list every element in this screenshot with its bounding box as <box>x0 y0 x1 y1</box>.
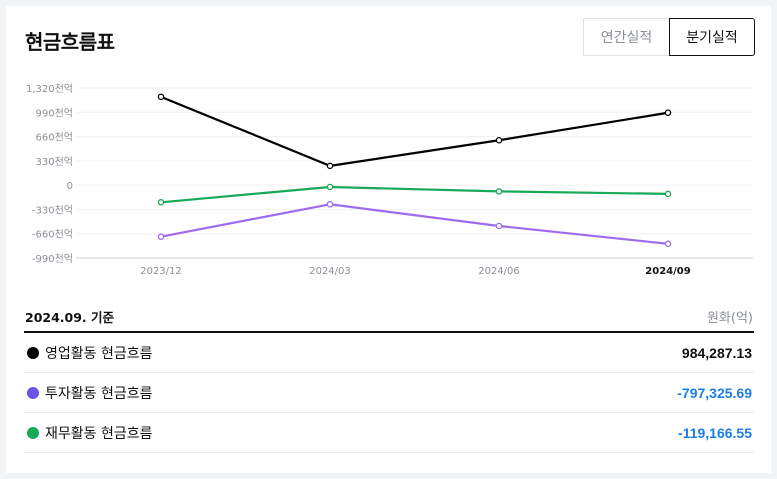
y-tick-label: 0 <box>67 181 73 192</box>
y-tick-label: -660천억 <box>32 229 73 241</box>
y-tick-label: 990천억 <box>36 107 74 119</box>
y-tick-label: 1,320천억 <box>26 83 73 95</box>
cash-flow-line-chart: 1,320천억 990천억 660천억 330천억 0 -330천억 -660천억 -990천… <box>26 83 753 277</box>
legend-dot-financing <box>27 426 39 439</box>
legend-dot-investing <box>27 386 39 399</box>
data-point-operating <box>326 162 334 170</box>
series-points <box>157 93 672 248</box>
y-tick-label: 660천억 <box>36 132 74 144</box>
currency-unit: 원화(억) <box>706 311 753 326</box>
period-toggle: 연간실적 분기실적 <box>583 18 755 56</box>
row-label: 투자활동 현금흐름 <box>45 385 153 402</box>
series-line-financing <box>160 185 669 204</box>
data-point-operating <box>495 137 503 144</box>
y-tick-label: -990천억 <box>32 253 73 265</box>
row-value: 984,287.13 <box>681 344 752 361</box>
y-tick-label: -330천억 <box>32 204 73 216</box>
y-tick-label: 330천억 <box>36 156 74 168</box>
data-point-investing <box>157 233 165 240</box>
data-point-operating <box>157 93 165 101</box>
table-row-operating: 영업활동 현금흐름 984,287.13 <box>24 333 754 373</box>
row-label: 영업활동 현금흐름 <box>45 345 153 362</box>
x-tick-label: 2024/03 <box>309 266 351 277</box>
data-point-investing <box>326 201 334 208</box>
data-point-financing <box>664 190 672 198</box>
x-tick-label: 2024/09 <box>645 266 690 277</box>
cash-flow-summary: 영업활동 현금흐름 984,287.13 투자활동 현금흐름 -797,325.… <box>24 331 754 453</box>
table-row-investing: 투자활동 현금흐름 -797,325.69 <box>24 373 754 413</box>
table-row-financing: 재무활동 현금흐름 -119,166.55 <box>24 413 754 453</box>
as-of-date: 2024.09. 기준 <box>25 310 115 325</box>
row-label: 재무활동 현금흐름 <box>45 425 153 442</box>
y-axis-labels: 1,320천억 990천억 660천억 330천억 0 -330천억 -660천억 -990천… <box>26 83 73 265</box>
data-point-investing <box>664 240 672 248</box>
chart-grid <box>76 87 753 259</box>
data-point-investing <box>495 222 503 230</box>
row-value: -797,325.69 <box>677 384 752 401</box>
page-title: 현금흐름표 <box>25 30 115 54</box>
cash-flow-card: 현금흐름표 연간실적 분기실적 1,320천억 990천억 660천억 330천억 0 -… <box>6 6 771 473</box>
x-axis-labels: 2023/12 2024/03 2024/06 2024/09 <box>140 266 691 277</box>
series-line-investing <box>160 203 669 245</box>
data-point-financing <box>326 183 334 191</box>
series-lines <box>160 95 669 245</box>
quarterly-results-button[interactable]: 분기실적 <box>669 18 755 56</box>
annual-results-button[interactable]: 연간실적 <box>583 18 669 56</box>
data-point-operating <box>664 109 672 116</box>
x-tick-label: 2023/12 <box>140 266 182 277</box>
series-line-operating <box>160 95 669 167</box>
data-point-financing <box>157 199 165 206</box>
row-value: -119,166.55 <box>678 424 752 441</box>
data-point-financing <box>495 188 503 195</box>
x-tick-label: 2024/06 <box>478 266 520 277</box>
legend-dot-operating <box>27 346 39 359</box>
